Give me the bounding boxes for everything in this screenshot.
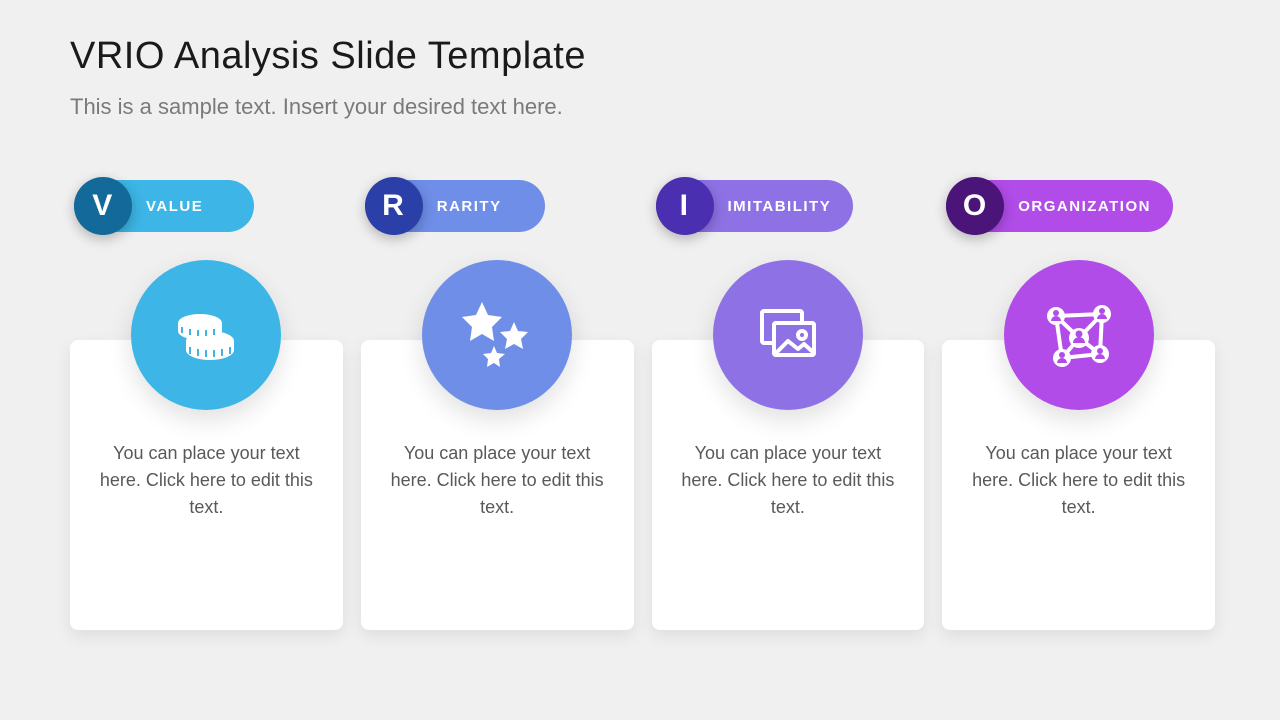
pill-label: ORGANIZATION <box>1018 198 1151 215</box>
pill-value: V VALUE <box>74 180 254 232</box>
slide-subtitle: This is a sample text. Insert your desir… <box>70 94 1215 120</box>
badge-letter: O <box>963 189 988 223</box>
card-text: You can place your text here. Click here… <box>966 440 1191 521</box>
column-value: V VALUE <box>70 180 343 630</box>
badge-letter: I <box>680 189 690 223</box>
vrio-columns: V VALUE <box>70 180 1215 630</box>
badge-value: V <box>74 177 132 235</box>
icon-circle-value <box>131 260 281 410</box>
pill-organization: O ORGANIZATION <box>946 180 1173 232</box>
icon-circle-organization <box>1004 260 1154 410</box>
badge-letter: R <box>382 189 405 223</box>
images-icon <box>748 295 828 375</box>
card-text: You can place your text here. Click here… <box>385 440 610 521</box>
card-text: You can place your text here. Click here… <box>676 440 901 521</box>
column-organization: O ORGANIZATION <box>942 180 1215 630</box>
badge-imitability: I <box>656 177 714 235</box>
column-imitability: I IMITABILITY You can place your text he… <box>652 180 925 630</box>
pill-label: RARITY <box>437 198 502 215</box>
coins-icon <box>166 295 246 375</box>
card-text: You can place your text here. Click here… <box>94 440 319 521</box>
pill-label: VALUE <box>146 198 203 215</box>
slide-title: VRIO Analysis Slide Template <box>70 35 1215 78</box>
network-icon <box>1034 290 1124 380</box>
icon-circle-rarity <box>422 260 572 410</box>
stars-icon <box>452 290 542 380</box>
badge-letter: V <box>92 189 114 223</box>
badge-organization: O <box>946 177 1004 235</box>
pill-label: IMITABILITY <box>728 198 832 215</box>
pill-imitability: I IMITABILITY <box>656 180 854 232</box>
icon-circle-imitability <box>713 260 863 410</box>
pill-rarity: R RARITY <box>365 180 545 232</box>
badge-rarity: R <box>365 177 423 235</box>
column-rarity: R RARITY You can place your text here. C… <box>361 180 634 630</box>
